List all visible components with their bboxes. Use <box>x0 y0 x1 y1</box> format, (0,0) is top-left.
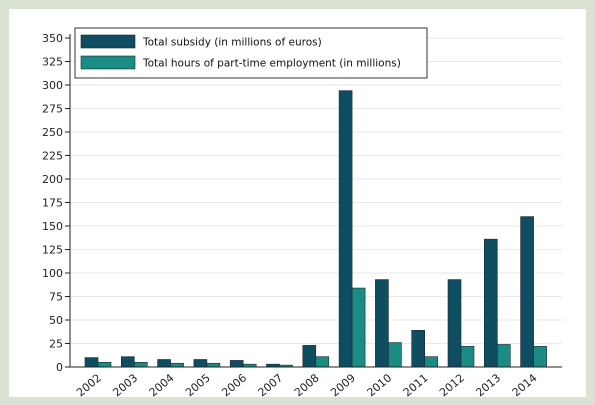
bar-subsidy-2005 <box>193 359 208 368</box>
y-tick-label: 275 <box>42 103 63 116</box>
bar-subsidy-2013 <box>483 238 498 368</box>
x-tick-label: 2008 <box>292 371 322 397</box>
bar-hours-2014 <box>533 346 547 368</box>
bar-subsidy-2004 <box>157 359 171 368</box>
x-tick-label: 2010 <box>365 371 395 397</box>
bar-subsidy-2014 <box>520 216 534 368</box>
legend-swatch-hours <box>80 55 136 70</box>
bar-hours-2003 <box>134 361 148 368</box>
x-axis-ticks: 2002 2003 2004 2005 2006 2007 2008 2009 2010 2011… <box>74 371 539 397</box>
bar-subsidy-2003 <box>121 356 135 368</box>
x-tick-label: 2002 <box>74 371 104 397</box>
x-tick-label: 2003 <box>110 371 140 397</box>
bar-hours-2004 <box>170 362 184 368</box>
chart-frame: 0 25 50 75 100 125 150 175 200 225 250 275 300 325 350… <box>9 9 586 397</box>
x-tick-label: 2007 <box>256 371 286 397</box>
y-tick-label: 350 <box>42 32 63 45</box>
bar-hours-2008 <box>315 356 330 368</box>
bar-hours-2011 <box>424 356 439 368</box>
x-tick-label: 2014 <box>510 371 540 397</box>
x-tick-label: 2009 <box>328 371 358 397</box>
x-tick-label: 2013 <box>473 371 503 397</box>
y-tick-label: 325 <box>42 56 63 69</box>
y-tick-label: 300 <box>42 79 63 92</box>
x-tick-label: 2012 <box>437 371 467 397</box>
bar-subsidy-2006 <box>229 360 244 368</box>
bar-subsidy-2002 <box>84 357 99 368</box>
y-tick-label: 50 <box>49 314 63 327</box>
x-tick-label: 2011 <box>401 371 431 397</box>
bar-chart: 0 25 50 75 100 125 150 175 200 225 250 275 300 325 350… <box>42 27 562 397</box>
bar-subsidy-2010 <box>375 279 389 368</box>
y-axis-ticks: 0 25 50 75 100 125 150 175 200 225 250 275 300 325 350 <box>42 32 70 374</box>
legend-swatch-subsidy <box>80 34 136 49</box>
bar-subsidy-2009 <box>338 90 353 368</box>
x-tick-label: 2006 <box>219 371 249 397</box>
axes <box>69 34 562 368</box>
bars <box>84 90 547 368</box>
y-tick-label: 25 <box>49 338 63 351</box>
y-tick-label: 225 <box>42 150 63 163</box>
y-tick-label: 175 <box>42 197 63 210</box>
y-tick-label: 75 <box>49 291 63 304</box>
bar-subsidy-2008 <box>302 345 317 368</box>
bar-hours-2005 <box>206 362 221 368</box>
bar-hours-2009 <box>351 287 366 368</box>
bar-hours-2012 <box>460 346 475 368</box>
bar-subsidy-2011 <box>411 330 426 368</box>
legend-label-hours: Total hours of part-time employment (in … <box>142 58 401 70</box>
bar-hours-2002 <box>97 361 112 368</box>
y-tick-label: 250 <box>42 126 63 139</box>
y-tick-label: 150 <box>42 220 63 233</box>
y-tick-label: 200 <box>42 173 63 186</box>
x-tick-label: 2004 <box>147 371 177 397</box>
legend: Total subsidy (in millions of euros) Tota… <box>74 27 428 79</box>
y-tick-label: 100 <box>42 267 63 280</box>
bar-hours-2010 <box>388 342 402 368</box>
bar-hours-2013 <box>496 344 511 368</box>
x-tick-label: 2005 <box>183 371 213 397</box>
y-tick-label: 125 <box>42 244 63 257</box>
bar-subsidy-2012 <box>447 279 462 368</box>
legend-label-subsidy: Total subsidy (in millions of euros) <box>142 37 322 49</box>
y-tick-label: 0 <box>56 361 63 374</box>
